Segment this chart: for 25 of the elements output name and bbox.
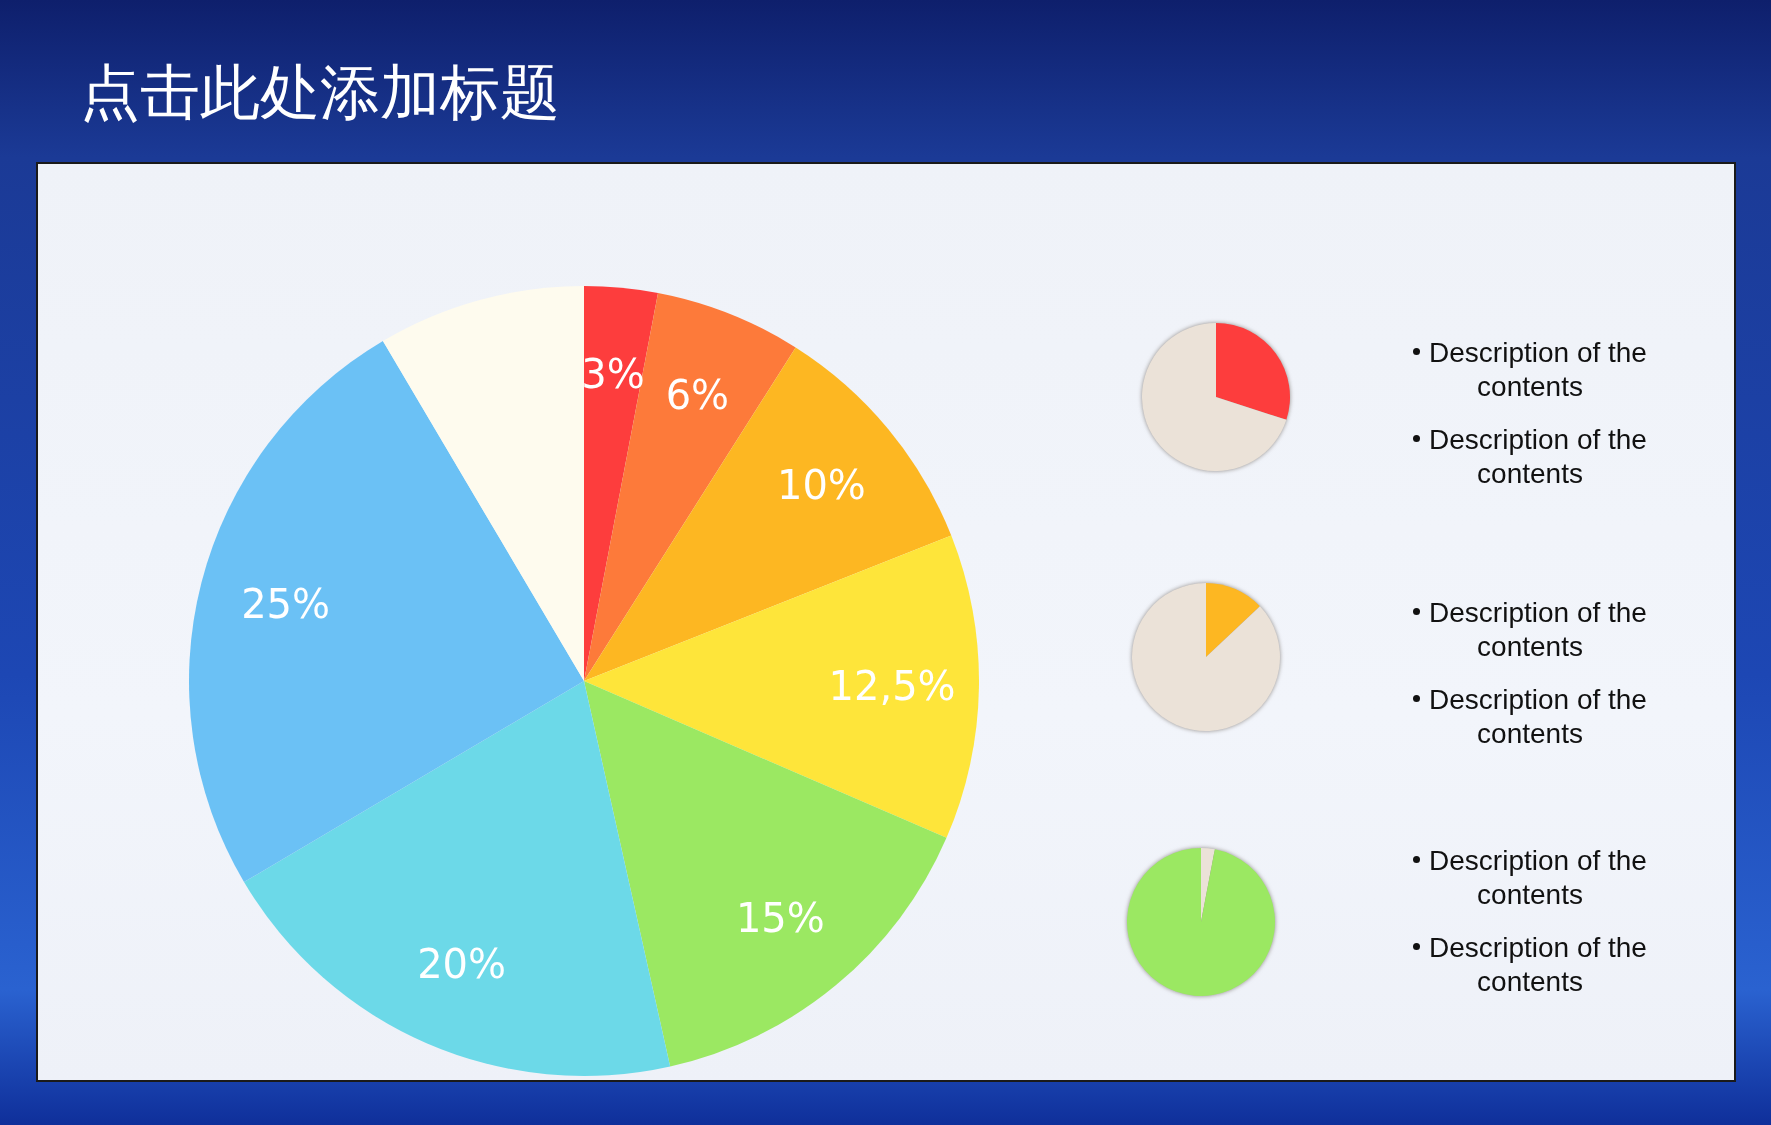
pie-slice [1127,848,1275,996]
text: Description of the contents [1429,684,1647,749]
pie-slice [584,286,659,681]
text: Description of the contents [1429,597,1647,662]
text: Description of the contents [1429,337,1647,402]
chart-title: 点击此处添加标题 [80,56,560,129]
text: Description of the contents [1429,424,1647,489]
text: Description of the contents [1429,932,1647,997]
pie-slice [1142,323,1287,471]
pie-slice [244,681,671,1076]
data-label: 3% [581,351,645,398]
pie-slice [1201,848,1215,922]
data-label: 6% [665,371,730,418]
pie-slice [1132,583,1280,731]
pie-slice [189,341,584,883]
text: Description of the contents [1429,845,1647,910]
pie-slice [382,286,584,681]
data-label: 10% [776,461,866,508]
data-label: 25% [241,581,331,628]
data-label: 12,5% [828,662,956,709]
data-label: 15% [735,895,825,942]
pie-slice [584,535,979,838]
pie-slice [1216,323,1290,420]
data-label: 20% [417,940,507,987]
pie-slice [1206,583,1260,657]
